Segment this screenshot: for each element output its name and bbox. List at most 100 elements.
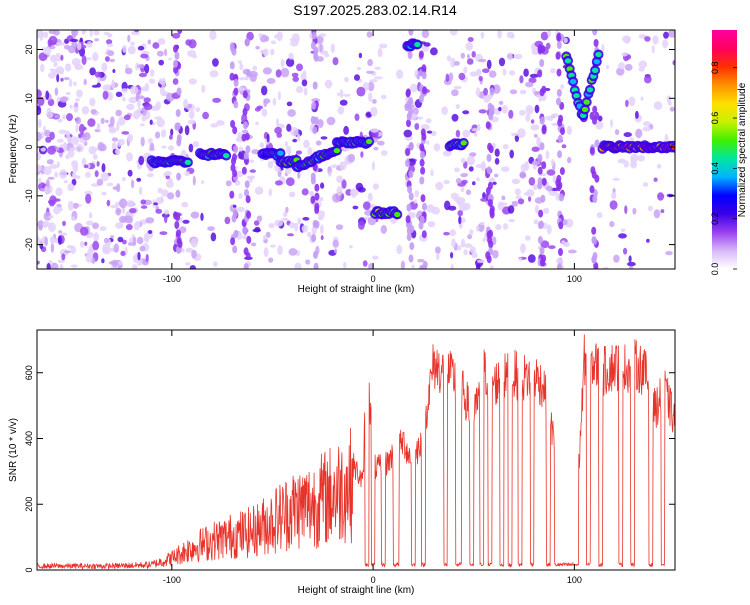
noise-speck xyxy=(140,123,145,127)
noise-speck xyxy=(89,67,96,76)
noise-speck xyxy=(480,161,486,171)
noise-speck xyxy=(60,232,68,236)
x-tick-label: 100 xyxy=(567,575,582,585)
noise-speck xyxy=(184,171,191,177)
noise-speck xyxy=(349,189,359,197)
noise-speck xyxy=(494,173,499,178)
noise-speck xyxy=(127,34,131,43)
noise-speck xyxy=(447,55,451,62)
noise-speck xyxy=(623,160,629,168)
noise-streak xyxy=(229,61,235,70)
noise-speck xyxy=(191,54,198,59)
noise-speck xyxy=(75,124,79,133)
noise-speck xyxy=(179,226,187,234)
noise-speck xyxy=(372,99,377,104)
noise-speck xyxy=(624,205,628,215)
noise-speck xyxy=(660,209,665,214)
noise-speck xyxy=(433,143,441,152)
noise-speck xyxy=(662,39,669,49)
noise-speck xyxy=(646,238,650,243)
noise-speck xyxy=(268,188,273,197)
noise-speck xyxy=(489,265,494,269)
spectral-feature-tone xyxy=(331,135,375,149)
noise-speck xyxy=(462,202,471,211)
feature-core xyxy=(581,106,589,113)
noise-speck xyxy=(624,63,633,71)
noise-speck xyxy=(337,92,340,96)
noise-speck xyxy=(525,81,534,88)
noise-speck xyxy=(642,126,651,132)
noise-speck xyxy=(356,67,362,71)
noise-speck xyxy=(292,76,300,82)
colorbar-tick-label: 0.6 xyxy=(710,112,720,125)
noise-speck xyxy=(44,129,51,137)
feature-core xyxy=(573,93,580,99)
noise-speck xyxy=(300,72,307,82)
noise-speck xyxy=(528,195,532,202)
noise-speck xyxy=(467,37,474,42)
noise-speck xyxy=(549,115,554,122)
noise-speck xyxy=(595,120,604,130)
noise-streak xyxy=(176,134,182,143)
x-tick-label: -100 xyxy=(163,575,181,585)
noise-speck xyxy=(123,114,131,121)
noise-streak xyxy=(487,142,493,151)
noise-speck xyxy=(249,73,257,82)
noise-speck xyxy=(54,171,59,178)
noise-streak xyxy=(233,100,239,109)
noise-speck xyxy=(118,138,125,146)
noise-speck xyxy=(58,230,63,234)
noise-speck xyxy=(37,152,41,161)
noise-speck xyxy=(102,84,111,92)
noise-speck xyxy=(70,264,78,268)
noise-speck xyxy=(416,73,421,80)
noise-speck xyxy=(320,182,325,189)
noise-speck xyxy=(283,211,288,218)
noise-speck xyxy=(101,62,108,72)
noise-speck xyxy=(66,245,75,249)
y-tick-label: 20 xyxy=(24,45,34,55)
spectrogram-noise xyxy=(37,30,675,269)
noise-speck xyxy=(63,77,70,81)
noise-speck xyxy=(289,222,296,229)
noise-speck xyxy=(426,204,435,213)
noise-speck xyxy=(469,229,474,236)
noise-speck xyxy=(372,255,379,260)
noise-speck xyxy=(318,33,327,37)
noise-speck xyxy=(158,78,163,85)
noise-speck xyxy=(161,129,167,138)
noise-speck xyxy=(519,171,526,179)
noise-speck xyxy=(105,119,109,124)
noise-streak xyxy=(591,255,597,264)
noise-speck xyxy=(370,106,378,117)
noise-speck xyxy=(520,243,526,254)
noise-streak xyxy=(589,185,595,194)
noise-streak xyxy=(244,157,249,166)
snr-panel: -100 0 100 0 200 400 600 Height of straight li… xyxy=(8,329,676,596)
noise-speck xyxy=(517,198,525,205)
noise-speck xyxy=(497,30,502,39)
noise-speck xyxy=(70,38,79,43)
noise-speck xyxy=(137,64,145,69)
noise-speck xyxy=(630,154,639,162)
noise-speck xyxy=(620,228,626,232)
noise-streak xyxy=(177,239,183,248)
noise-speck xyxy=(201,84,206,93)
noise-streak xyxy=(173,44,178,53)
snr-xlabel: Height of straight line (km) xyxy=(298,585,415,596)
noise-speck xyxy=(467,234,472,240)
noise-speck xyxy=(86,57,92,61)
noise-speck xyxy=(62,114,66,120)
noise-speck xyxy=(145,254,149,262)
noise-speck xyxy=(138,155,145,166)
noise-speck xyxy=(511,200,519,207)
noise-speck xyxy=(315,140,322,146)
noise-speck xyxy=(143,97,151,103)
noise-speck xyxy=(152,42,160,49)
noise-speck xyxy=(127,45,136,55)
noise-speck xyxy=(274,219,284,227)
noise-streak xyxy=(232,245,238,254)
noise-speck xyxy=(37,131,42,142)
noise-speck xyxy=(268,257,274,263)
noise-speck xyxy=(38,177,42,184)
